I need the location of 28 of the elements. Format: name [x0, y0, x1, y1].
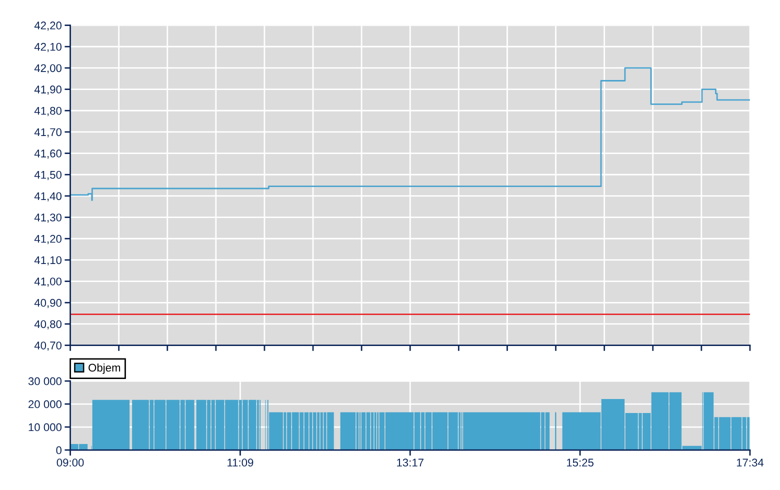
y-tick-label: 10 000 [28, 423, 62, 432]
y-tick-label: 0 [56, 446, 62, 454]
y-tick-label: 41,00 [34, 278, 62, 287]
y-tick-label: 41,40 [34, 192, 62, 202]
y-tick-label: 40,80 [34, 320, 62, 330]
y-tick-label: 41,70 [34, 128, 62, 138]
y-tick-label: 42,10 [34, 42, 62, 52]
x-tick-label: 09:00 [56, 458, 84, 467]
y-tick-label: 41,60 [34, 150, 62, 159]
text: Objem [88, 363, 120, 374]
x-tick-label: 13:17 [397, 458, 424, 467]
y-tick-label: 41,90 [34, 86, 62, 95]
y-tick-label: 41,20 [34, 234, 62, 244]
x-tick-label: 11:09 [228, 458, 254, 467]
bar [313, 412, 316, 450]
x-tick-label: 17:34 [736, 458, 764, 467]
y-tick-label: 41,50 [34, 170, 62, 180]
y-tick-label: 40,70 [34, 342, 62, 351]
y-tick-label: 42,00 [34, 64, 62, 74]
y-tick-label: 30 000 [28, 377, 62, 386]
y-tick-label: 20 000 [28, 400, 62, 408]
y-tick-label: 41,30 [34, 214, 62, 223]
bar [545, 412, 550, 450]
y-tick-label: 41,10 [34, 256, 62, 266]
y-tick-label: 40,90 [34, 298, 62, 308]
y-tick-label: 42,20 [34, 22, 62, 31]
x-tick-label: 15:25 [566, 458, 594, 467]
y-tick-label: 41,80 [34, 106, 62, 116]
